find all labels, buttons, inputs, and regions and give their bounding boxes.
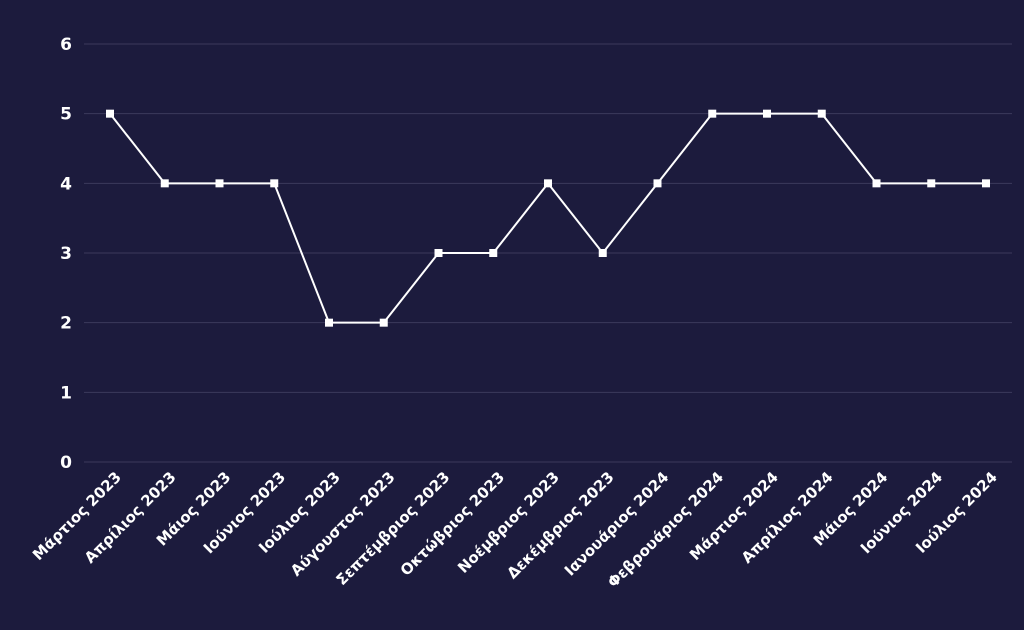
series-line <box>109 112 986 324</box>
y-tick-label: 1 <box>60 383 72 403</box>
gridlines <box>84 43 1012 463</box>
data-point <box>160 179 169 188</box>
x-tick-label: Οκτώβριος 2023 <box>397 468 508 579</box>
data-point <box>598 249 607 257</box>
data-point <box>106 109 114 118</box>
data-point <box>434 249 443 257</box>
x-tick-label: Ιανουάριος 2024 <box>561 468 672 579</box>
y-tick-label: 3 <box>60 244 72 264</box>
y-tick-label: 0 <box>60 453 72 473</box>
x-tick-label: Νοέμβριος 2023 <box>454 468 563 577</box>
x-tick-label: Απρίλιος 2023 <box>81 468 180 567</box>
data-point <box>927 179 936 188</box>
x-tick-label: Απρίλιος 2024 <box>738 468 837 567</box>
data-point <box>215 179 224 188</box>
y-tick-label: 4 <box>60 174 72 194</box>
data-series <box>106 109 990 327</box>
y-axis: 0 1 2 3 4 5 6 <box>60 35 72 473</box>
x-tick-label: Δεκέμβριος 2023 <box>503 468 617 582</box>
data-point <box>379 318 388 327</box>
y-tick-label: 6 <box>60 35 72 55</box>
data-point <box>325 318 333 327</box>
x-tick-label: Αύγουστος 2023 <box>287 468 399 580</box>
y-tick-label: 2 <box>60 314 72 334</box>
data-point <box>872 179 881 188</box>
y-tick-label: 5 <box>60 105 72 125</box>
data-point <box>817 109 826 118</box>
data-point <box>489 249 498 257</box>
data-point <box>708 109 717 118</box>
data-point <box>544 179 552 188</box>
data-point <box>763 109 771 118</box>
data-point <box>653 179 662 188</box>
data-point <box>982 179 990 188</box>
data-point <box>270 179 279 188</box>
